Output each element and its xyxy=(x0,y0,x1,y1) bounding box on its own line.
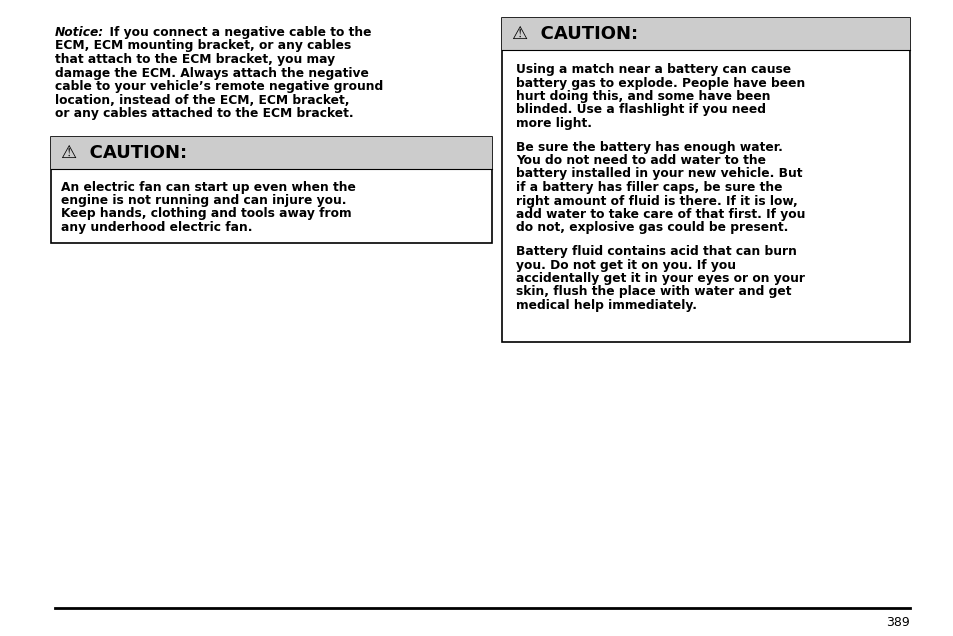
Text: hurt doing this, and some have been: hurt doing this, and some have been xyxy=(516,90,770,103)
Text: location, instead of the ECM, ECM bracket,: location, instead of the ECM, ECM bracke… xyxy=(55,93,349,106)
Text: If you connect a negative cable to the: If you connect a negative cable to the xyxy=(101,26,371,39)
Text: you. Do not get it on you. If you: you. Do not get it on you. If you xyxy=(516,258,735,272)
Text: Notice:: Notice: xyxy=(55,26,104,39)
Text: skin, flush the place with water and get: skin, flush the place with water and get xyxy=(516,286,791,298)
Text: battery installed in your new vehicle. But: battery installed in your new vehicle. B… xyxy=(516,167,801,181)
Text: that attach to the ECM bracket, you may: that attach to the ECM bracket, you may xyxy=(55,53,335,66)
Text: add water to take care of that first. If you: add water to take care of that first. If… xyxy=(516,208,804,221)
Text: accidentally get it in your eyes or on your: accidentally get it in your eyes or on y… xyxy=(516,272,804,285)
Text: right amount of fluid is there. If it is low,: right amount of fluid is there. If it is… xyxy=(516,195,797,207)
Text: ⚠  CAUTION:: ⚠ CAUTION: xyxy=(512,25,638,43)
Text: medical help immediately.: medical help immediately. xyxy=(516,299,697,312)
Bar xyxy=(51,137,492,169)
Text: do not, explosive gas could be present.: do not, explosive gas could be present. xyxy=(516,221,787,235)
Text: 389: 389 xyxy=(885,616,909,629)
Text: Keep hands, clothing and tools away from: Keep hands, clothing and tools away from xyxy=(61,207,352,221)
Text: Battery fluid contains acid that can burn: Battery fluid contains acid that can bur… xyxy=(516,245,796,258)
Text: if a battery has filler caps, be sure the: if a battery has filler caps, be sure th… xyxy=(516,181,781,194)
Text: more light.: more light. xyxy=(516,117,592,130)
Bar xyxy=(501,18,909,342)
Text: ⚠  CAUTION:: ⚠ CAUTION: xyxy=(61,144,187,162)
Bar xyxy=(51,137,492,242)
Text: An electric fan can start up even when the: An electric fan can start up even when t… xyxy=(61,181,355,193)
Text: cable to your vehicle’s remote negative ground: cable to your vehicle’s remote negative … xyxy=(55,80,383,93)
Text: or any cables attached to the ECM bracket.: or any cables attached to the ECM bracke… xyxy=(55,107,354,120)
Text: engine is not running and can injure you.: engine is not running and can injure you… xyxy=(61,194,346,207)
Text: Using a match near a battery can cause: Using a match near a battery can cause xyxy=(516,63,790,76)
Bar xyxy=(501,18,909,50)
Text: ECM, ECM mounting bracket, or any cables: ECM, ECM mounting bracket, or any cables xyxy=(55,39,351,53)
Text: any underhood electric fan.: any underhood electric fan. xyxy=(61,221,253,234)
Text: blinded. Use a flashlight if you need: blinded. Use a flashlight if you need xyxy=(516,104,765,116)
Text: Be sure the battery has enough water.: Be sure the battery has enough water. xyxy=(516,141,782,153)
Text: battery gas to explode. People have been: battery gas to explode. People have been xyxy=(516,76,804,90)
Text: You do not need to add water to the: You do not need to add water to the xyxy=(516,154,765,167)
Text: damage the ECM. Always attach the negative: damage the ECM. Always attach the negati… xyxy=(55,67,369,80)
